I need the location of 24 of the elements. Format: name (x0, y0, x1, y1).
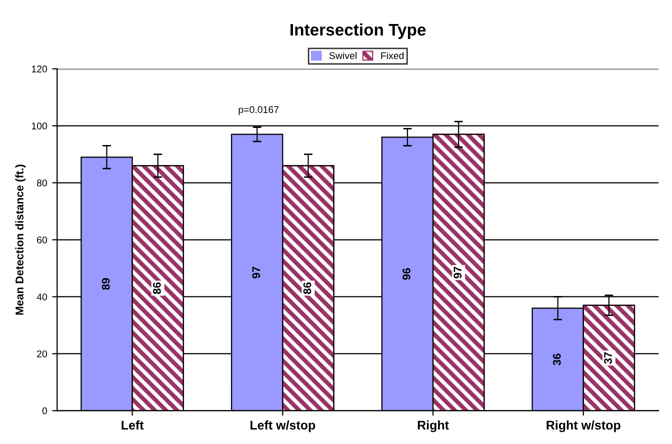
legend-label: Fixed (381, 52, 404, 60)
y-axis-title: Mean Detection distance (ft.) (15, 164, 26, 315)
y-tick-label: 0 (42, 407, 48, 414)
y-tick-label: 20 (37, 350, 48, 358)
x-tick-label: Right w/stop (546, 420, 620, 432)
y-tick-label: 80 (37, 180, 48, 186)
legend-label: Swivel (329, 52, 356, 60)
data-label: 36 (552, 354, 561, 366)
y-tick-label: 60 (37, 236, 48, 244)
data-label: 37 (604, 352, 612, 364)
y-tick-label: 40 (36, 293, 48, 300)
chart-title: Intersection Type (290, 23, 426, 39)
y-tick-label: 120 (32, 66, 48, 72)
data-label: 86 (303, 282, 312, 294)
y-tick-label: 100 (32, 122, 48, 130)
data-label: 97 (454, 266, 462, 278)
x-tick-label: Right (418, 420, 449, 432)
data-label: 86 (152, 282, 161, 294)
annotation: p=0.0167 (238, 106, 279, 115)
data-label: 97 (252, 266, 260, 278)
x-tick-label: Left (122, 420, 144, 430)
data-label: 89 (102, 278, 110, 290)
data-label: 96 (402, 268, 410, 280)
x-tick-label: Left w/stop (250, 420, 316, 432)
